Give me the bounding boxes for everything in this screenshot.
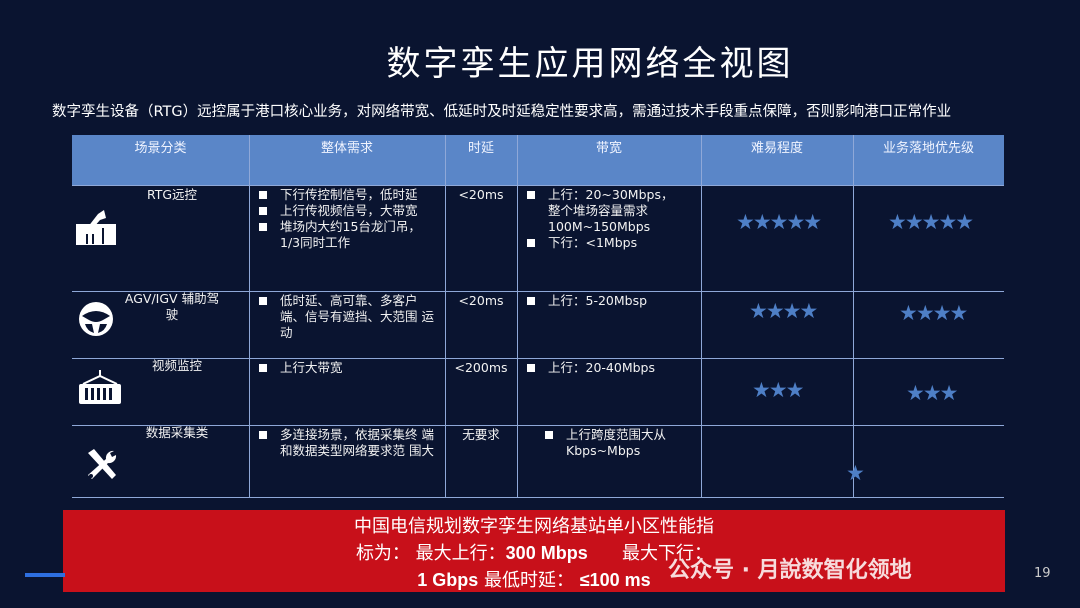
scene-label: 视频监控 bbox=[151, 358, 202, 373]
difficulty-stars: ★★★★ bbox=[749, 299, 818, 323]
scene-label: AGV/IGV 辅助驾驶 bbox=[124, 291, 220, 322]
bandwidth-item: 下行：<1Mbps bbox=[524, 235, 684, 251]
difficulty-stars: ★★★ bbox=[752, 378, 805, 402]
banner-line-3: 1 Gbps 最低时延： ≤100 ms bbox=[63, 567, 1005, 594]
header-bandwidth: 带宽 bbox=[595, 141, 622, 156]
header-latency: 时延 bbox=[467, 141, 494, 156]
max-downlink-value: 1 Gbps bbox=[417, 570, 479, 590]
watermark: 公众号 · 月說数智化领地 bbox=[668, 558, 912, 583]
latency-value: 无要求 bbox=[462, 427, 500, 442]
scene-label: 数据采集类 bbox=[145, 425, 209, 440]
latency-value: <20ms bbox=[458, 293, 504, 308]
performance-banner: 中国电信规划数字孪生网络基站单小区性能指 标为： 最大上行：300 Mbps 最… bbox=[63, 510, 1005, 592]
bandwidth-item: 上行：5-20Mbsp bbox=[524, 293, 694, 309]
priority-stars: ★★★★★ bbox=[888, 210, 974, 234]
banner-line-2: 标为： 最大上行：300 Mbps 最大下行： bbox=[63, 540, 1005, 567]
priority-stars: ★★★★ bbox=[899, 301, 968, 325]
max-uplink-value: 300 Mbps bbox=[505, 543, 588, 563]
difficulty-stars: ★★★★★ bbox=[736, 210, 822, 234]
max-downlink-label: 最大下行： bbox=[622, 543, 713, 564]
needs-list: 低时延、高可靠、多客户 端、信号有遮挡、大范围 运动 bbox=[256, 293, 442, 341]
bandwidth-list: 上行：5-20Mbsp bbox=[524, 293, 694, 309]
max-uplink-label: 标为： 最大上行： bbox=[355, 543, 506, 564]
crane-icon bbox=[76, 210, 116, 245]
need-item: 低时延、高可靠、多客户 端、信号有遮挡、大范围 运动 bbox=[256, 293, 442, 341]
need-item: 上行大带宽 bbox=[256, 360, 436, 376]
tools-icon bbox=[88, 449, 117, 479]
bandwidth-list: 上行跨度范围大从Kbps~Mbps bbox=[542, 427, 692, 459]
need-item: 堆场内大约15台龙门吊，1/3同时工作 bbox=[256, 219, 436, 251]
container-icon bbox=[79, 370, 121, 404]
page-title: 数字孪生应用网络全视图 bbox=[386, 44, 794, 84]
need-item: 多连接场景，依据采集终 端和数据类型网络要求范 围大 bbox=[256, 427, 442, 459]
needs-list: 多连接场景，依据采集终 端和数据类型网络要求范 围大 bbox=[256, 427, 442, 459]
page-number: 19 bbox=[1034, 566, 1051, 581]
latency-value: <20ms bbox=[458, 187, 504, 202]
priority-stars: ★★★ bbox=[906, 381, 959, 405]
steering-wheel-icon bbox=[79, 302, 113, 336]
scenario-table: 场景分类 整体需求 时延 带宽 难易程度 业务落地优先级 RTG远控 下行传控制… bbox=[72, 135, 1004, 498]
accent-bar bbox=[25, 573, 65, 577]
bandwidth-item: 上行：20~30Mbps，整个堆场容量需求100M~150Mbps bbox=[524, 187, 684, 235]
scene-label: RTG远控 bbox=[146, 187, 198, 202]
table-header bbox=[72, 135, 1004, 185]
latency-value: <200ms bbox=[454, 360, 508, 375]
intro-text: 数字孪生设备（RTG）远控属于港口核心业务，对网络带宽、低延时及时延稳定性要求高… bbox=[52, 104, 952, 120]
min-latency-label: 最低时延： bbox=[478, 570, 580, 591]
bandwidth-item: 上行跨度范围大从Kbps~Mbps bbox=[542, 427, 692, 459]
bandwidth-list: 上行：20~30Mbps，整个堆场容量需求100M~150Mbps 下行：<1M… bbox=[524, 187, 684, 251]
header-priority: 业务落地优先级 bbox=[882, 141, 974, 156]
needs-list: 上行大带宽 bbox=[256, 360, 436, 376]
banner-line-1: 中国电信规划数字孪生网络基站单小区性能指 bbox=[354, 516, 714, 537]
bandwidth-list: 上行：20-40Mbps bbox=[524, 360, 694, 376]
difficulty-stars: ★ bbox=[846, 461, 865, 485]
need-item: 上行传视频信号，大带宽 bbox=[256, 203, 436, 219]
need-item: 下行传控制信号，低时延 bbox=[256, 187, 436, 203]
header-scene: 场景分类 bbox=[134, 141, 187, 156]
needs-list: 下行传控制信号，低时延 上行传视频信号，大带宽 堆场内大约15台龙门吊，1/3同… bbox=[256, 187, 436, 251]
header-needs: 整体需求 bbox=[320, 141, 373, 156]
bandwidth-item: 上行：20-40Mbps bbox=[524, 360, 694, 376]
min-latency-value: ≤100 ms bbox=[579, 570, 651, 590]
header-difficulty: 难易程度 bbox=[750, 141, 803, 156]
